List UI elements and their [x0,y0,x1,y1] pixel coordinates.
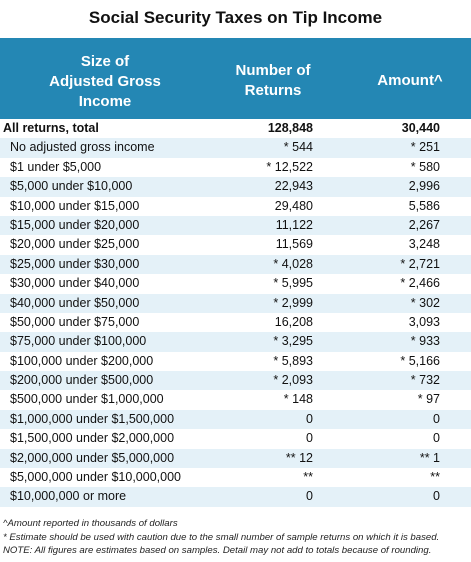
row-returns-value: ** 12 [285,450,313,465]
table-row: $1 under $5,000 * 12,522 * 580 [0,158,471,177]
row-amount-value: 0 [433,431,440,446]
row-amount-value: 0 [433,411,440,426]
table-row: $40,000 under $50,000 * 2,999 * 302 [0,293,471,313]
footnote-amount: ^Amount reported in thousands of dollars [3,518,178,529]
row-label: $1,500,000 under $2,000,000 [10,431,175,446]
row-returns-value: 11,122 [275,217,313,232]
row-label: $40,000 under $50,000 [10,295,140,310]
table-row: $10,000 under $15,000 29,480 5,586 [0,197,471,216]
row-returns-value: 0 [306,411,313,426]
row-label: All returns, total [3,121,99,135]
column-header-returns-line1: Number of [235,62,311,79]
table-row: $1,500,000 under $2,000,000 0 0 [0,429,471,448]
footnotes: ^Amount reported in thousands of dollars… [3,517,469,558]
row-amount-value: ** 1 [419,450,440,465]
row-returns-value: * 544 [283,140,313,155]
row-label: $30,000 under $40,000 [10,276,140,291]
table-row: $30,000 under $40,000 * 5,995 * 2,466 [0,274,471,293]
row-amount-value: * 933 [410,334,440,349]
row-returns-value: 0 [306,431,313,446]
row-amount-value: 0 [433,489,440,504]
row-amount-value: 5,586 [408,198,440,213]
row-label: $15,000 under $20,000 [10,217,140,232]
table-row: $5,000,000 under $10,000,000 ** ** [0,468,471,487]
page-title: Social Security Taxes on Tip Income [88,8,383,27]
row-label: $100,000 under $200,000 [10,353,154,368]
column-header-amount: Amount^ [377,72,443,89]
row-returns-value: 11,569 [275,237,313,252]
footnote-estimate: * Estimate should be used with caution d… [3,531,440,543]
row-returns-value: 22,943 [274,179,313,194]
table-row: $200,000 under $500,000 * 2,093 * 732 [0,371,471,391]
row-returns-value: * 5,995 [273,276,313,291]
row-label: $75,000 under $100,000 [10,334,147,349]
row-label: $1,000,000 under $1,500,000 [10,411,175,426]
column-header-size-line1: Size of [80,53,130,70]
row-label: No adjusted gross income [10,140,155,155]
row-amount-value: * 5,166 [400,353,440,368]
row-amount-value: * 732 [410,373,440,388]
row-amount-value: ** [430,470,440,485]
table-row: $2,000,000 under $5,000,000 ** 12 ** 1 [0,448,471,469]
row-label: $50,000 under $75,000 [10,314,140,329]
row-label: $5,000,000 under $10,000,000 [10,470,181,485]
row-returns-value: * 148 [283,392,313,407]
row-label: $200,000 under $500,000 [10,373,154,388]
column-header-size-line3: Income [78,93,132,110]
column-header-size: Size of Adjusted Gross Income [0,52,210,112]
table-header: Size of Adjusted Gross Income Number of … [0,38,471,119]
row-label: $1 under $5,000 [10,159,102,174]
row-returns-value: * 2,999 [273,295,313,310]
row-returns-value: * 3,295 [273,334,313,349]
table-row: $20,000 under $25,000 11,569 3,248 [0,235,471,254]
row-label: $5,000 under $10,000 [10,179,133,194]
table-row: $500,000 under $1,000,000 * 148 * 97 [0,390,471,409]
table-row: $15,000 under $20,000 11,122 2,267 [0,215,471,236]
row-label: $25,000 under $30,000 [10,256,140,271]
row-label: $20,000 under $25,000 [10,237,140,252]
column-header-returns: Number of Returns [228,61,318,101]
table-row-total: All returns, total 128,848 30,440 [0,119,471,138]
table-row: $50,000 under $75,000 16,208 3,093 [0,313,471,332]
row-returns-value: 0 [306,489,313,504]
table-row: $25,000 under $30,000 * 4,028 * 2,721 [0,254,471,275]
row-returns-value: ** [303,470,313,485]
row-amount-value: 2,996 [408,179,440,194]
table-row: $1,000,000 under $1,500,000 0 0 [0,409,471,430]
row-label: $10,000,000 or more [10,489,127,504]
row-returns-value: 29,480 [274,198,313,213]
column-header-size-line2: Adjusted Gross [49,73,161,90]
row-returns-value: * 2,093 [273,373,313,388]
row-amount-value: * 2,466 [400,276,440,291]
row-returns-value: 16,208 [274,314,313,329]
row-returns-value: * 12,522 [266,159,313,174]
footnote-general: NOTE: All figures are estimates based on… [3,545,432,557]
row-amount-value: 2,267 [408,217,440,232]
row-amount-value: 3,093 [408,314,440,329]
table-row: $10,000,000 or more 0 0 [0,487,471,507]
row-label: $10,000 under $15,000 [10,198,140,213]
row-amount-value: 3,248 [408,237,440,252]
table-row: $5,000 under $10,000 22,943 2,996 [0,177,471,197]
table-row: No adjusted gross income * 544 * 251 [0,138,471,158]
table-row: $75,000 under $100,000 * 3,295 * 933 [0,332,471,352]
row-returns-value: 128,848 [267,121,313,135]
column-header-returns-line2: Returns [244,82,302,99]
row-amount-value: * 302 [410,295,440,310]
row-amount-value: * 97 [417,392,440,407]
row-amount-value: 30,440 [401,121,440,135]
row-label: $2,000,000 under $5,000,000 [10,450,175,465]
row-amount-value: * 580 [410,159,440,174]
row-label: $500,000 under $1,000,000 [10,392,164,407]
row-amount-value: * 2,721 [400,256,440,271]
row-amount-value: * 251 [410,140,440,155]
row-returns-value: * 4,028 [273,256,313,271]
table-row: $100,000 under $200,000 * 5,893 * 5,166 [0,352,471,371]
table-body: All returns, total 128,848 30,440 No adjust… [0,119,471,507]
row-returns-value: * 5,893 [273,353,313,368]
